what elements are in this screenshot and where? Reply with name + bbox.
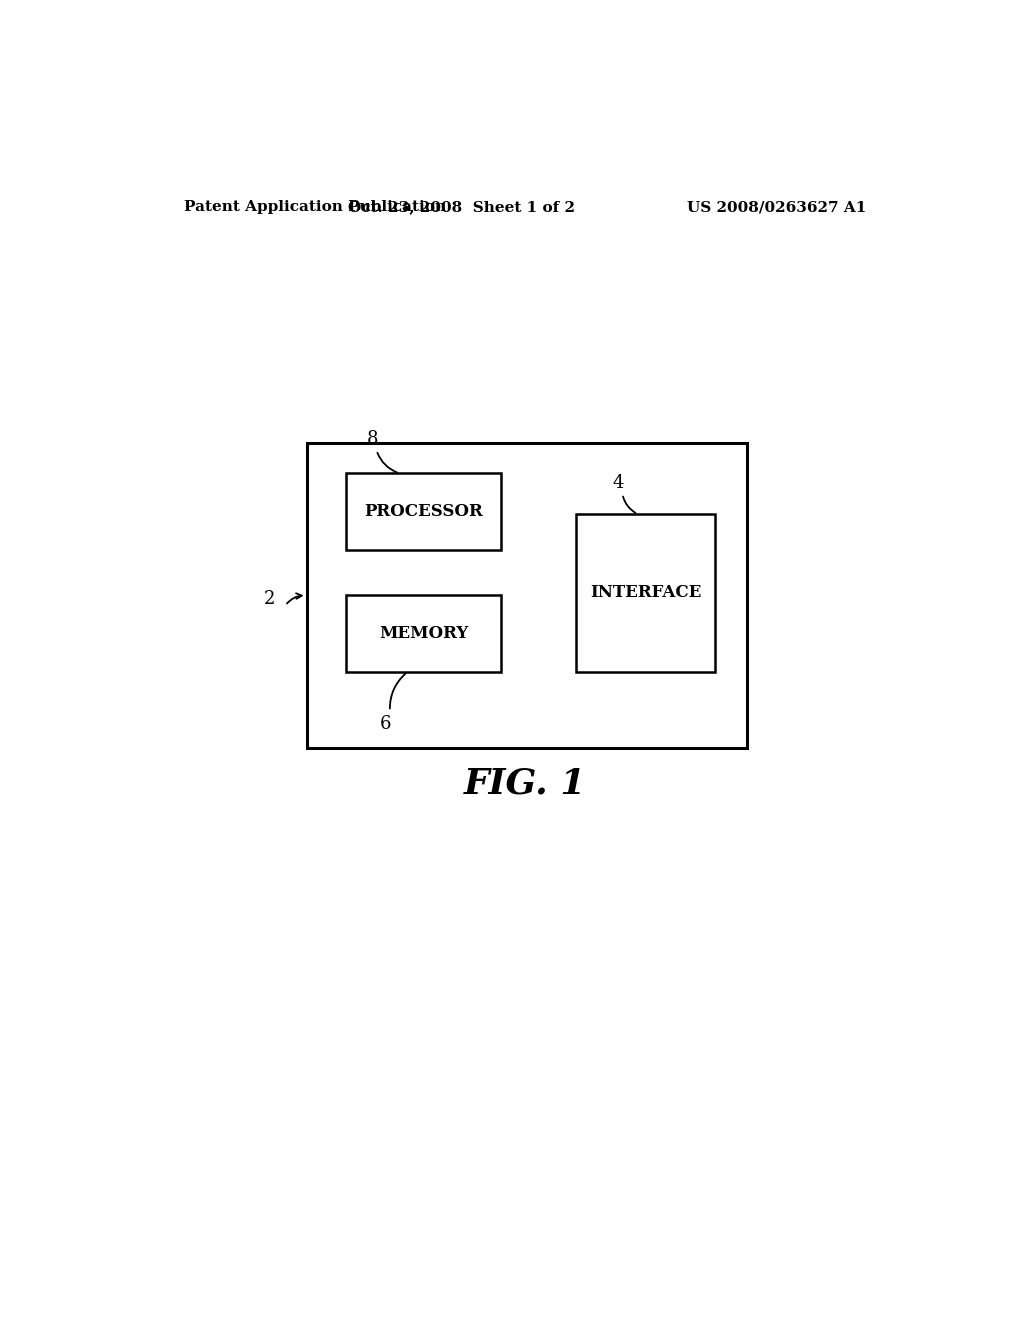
Text: INTERFACE: INTERFACE [590, 585, 701, 602]
Bar [577, 513, 716, 672]
Text: Oct. 23, 2008  Sheet 1 of 2: Oct. 23, 2008 Sheet 1 of 2 [348, 201, 574, 214]
Text: FIG. 1: FIG. 1 [464, 767, 586, 800]
Text: Patent Application Publication: Patent Application Publication [183, 201, 445, 214]
Bar [306, 444, 748, 748]
Bar [346, 474, 501, 549]
Text: MEMORY: MEMORY [379, 626, 468, 642]
Text: PROCESSOR: PROCESSOR [365, 503, 483, 520]
Text: US 2008/0263627 A1: US 2008/0263627 A1 [687, 201, 866, 214]
Bar [346, 595, 501, 672]
Text: 2: 2 [263, 590, 274, 607]
Text: 6: 6 [380, 715, 391, 734]
Text: 4: 4 [612, 474, 625, 492]
Text: 8: 8 [367, 430, 378, 447]
